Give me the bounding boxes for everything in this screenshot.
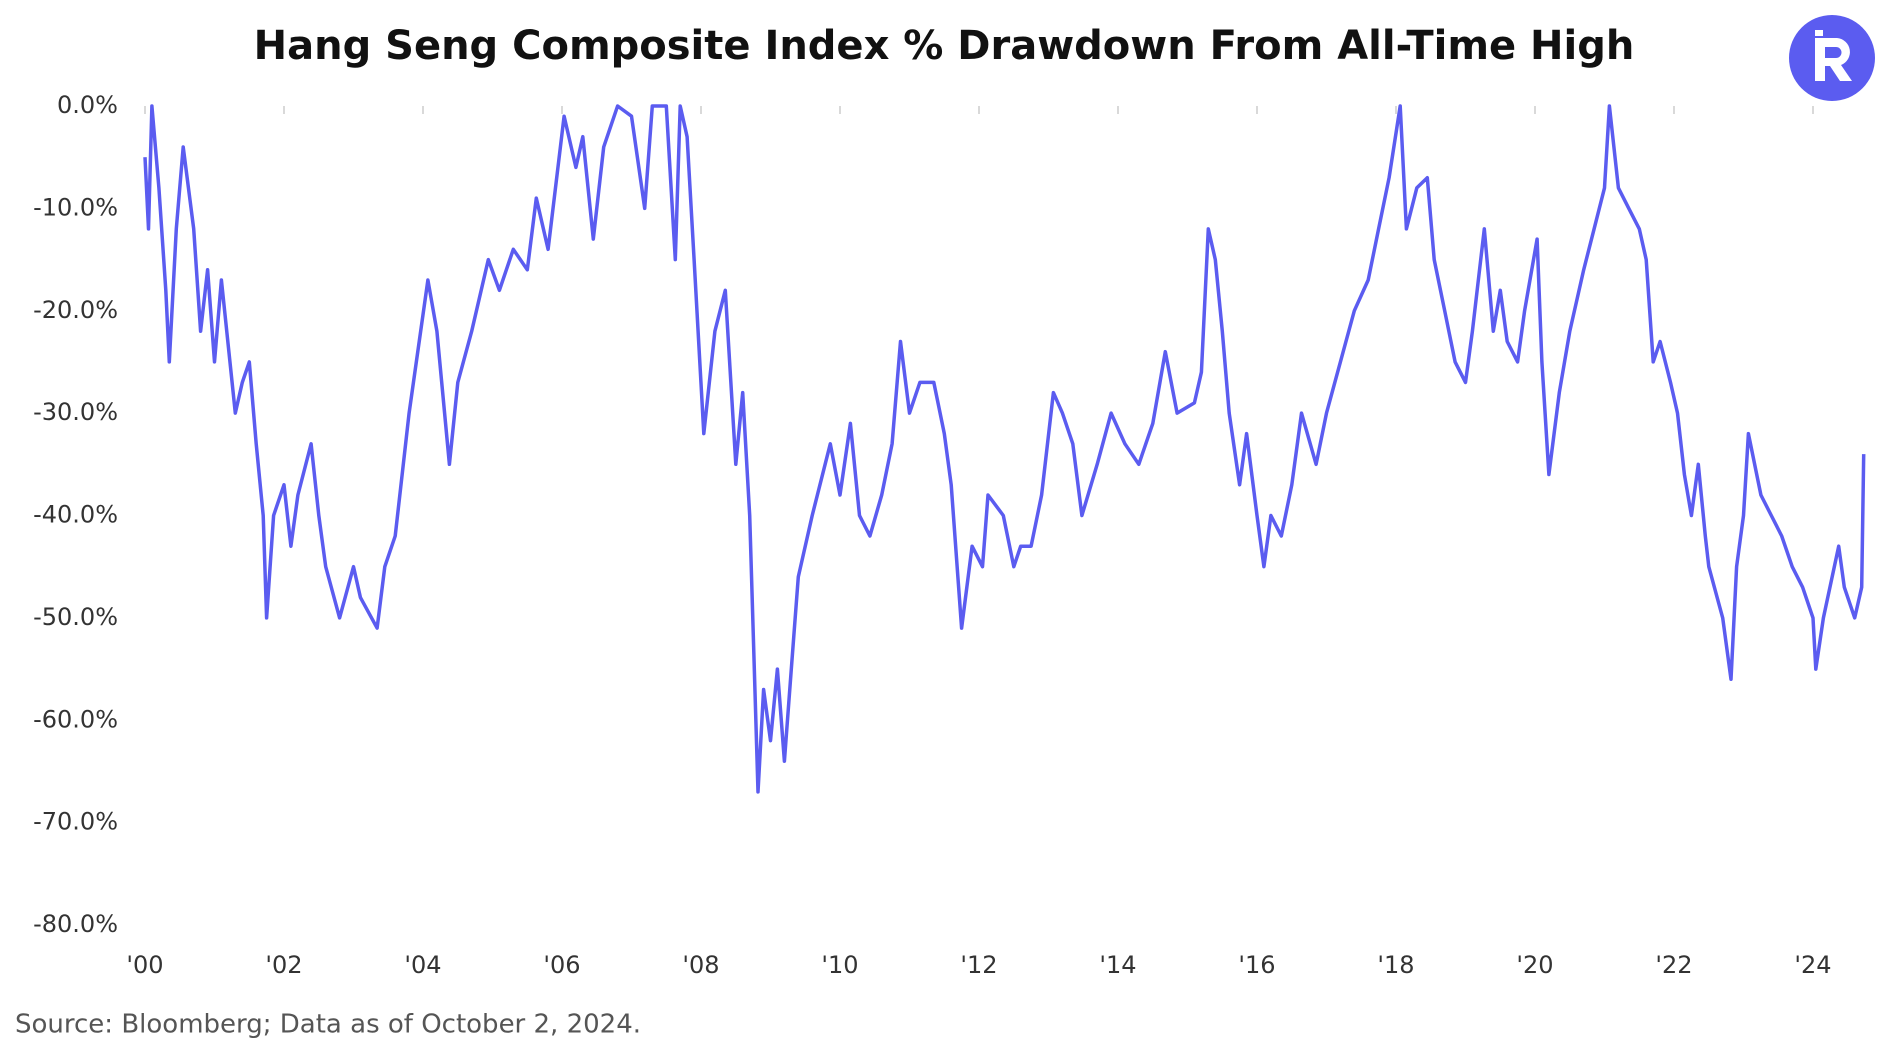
- x-tick-label: '18: [1377, 951, 1414, 979]
- y-tick-label: -80.0%: [33, 910, 118, 938]
- x-tick-label: '22: [1655, 951, 1692, 979]
- y-tick-label: -30.0%: [33, 398, 118, 426]
- drawdown-line: [143, 104, 1866, 794]
- source-note: Source: Bloomberg; Data as of October 2,…: [15, 1010, 641, 1040]
- x-tick-label: '08: [682, 951, 719, 979]
- y-tick-label: -70.0%: [33, 808, 118, 836]
- x-tick-label: '20: [1516, 951, 1553, 979]
- y-tick-label: 0.0%: [57, 91, 118, 119]
- x-tick-label: '10: [821, 951, 858, 979]
- x-tick-label: '16: [1238, 951, 1275, 979]
- y-tick-label: -40.0%: [33, 501, 118, 529]
- logo: [1789, 15, 1875, 101]
- x-tick-label: '00: [126, 951, 163, 979]
- chart-title: Hang Seng Composite Index % Drawdown Fro…: [254, 23, 1635, 69]
- x-tick-label: '02: [265, 951, 302, 979]
- x-tick-label: '06: [543, 951, 580, 979]
- x-tick-label: '14: [1099, 951, 1136, 979]
- y-tick-label: -10.0%: [33, 193, 118, 221]
- x-tick-label: '04: [404, 951, 441, 979]
- x-tick-label: '12: [960, 951, 997, 979]
- y-tick-label: -50.0%: [33, 603, 118, 631]
- x-tick-label: '24: [1794, 951, 1831, 979]
- y-tick-label: -60.0%: [33, 705, 118, 733]
- y-tick-label: -20.0%: [33, 296, 118, 324]
